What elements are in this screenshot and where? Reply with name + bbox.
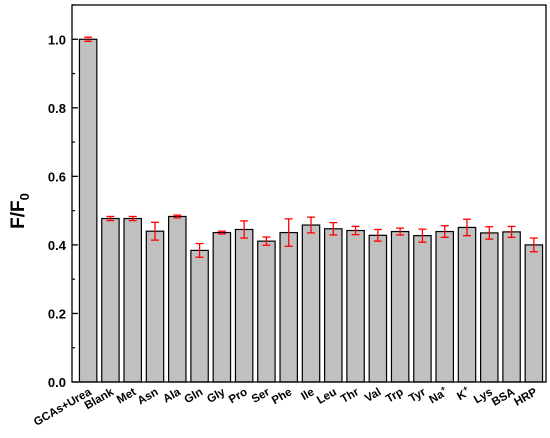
x-tick-label: Na+	[426, 383, 451, 406]
error-bar	[463, 218, 471, 237]
x-tick-label-text: Leu	[315, 386, 339, 407]
x-tick-label-text: Val	[363, 386, 383, 405]
axes-group	[71, 4, 547, 383]
y-tick-labels: 0.0 0.2 0.4 0.6 0.8 1.0	[48, 32, 67, 390]
y-tick-label: 0.2	[48, 306, 66, 321]
bar	[390, 230, 410, 383]
bar	[145, 230, 165, 383]
bar	[190, 249, 209, 383]
error-bar	[373, 228, 382, 242]
x-tick-label: HRP	[512, 386, 539, 409]
error-bar	[84, 36, 93, 42]
error-bars-group	[84, 36, 538, 258]
x-tick-label-text: Ser	[250, 386, 273, 406]
y-tick-label: 0.0	[48, 375, 66, 390]
y-tick-label: 1.0	[48, 32, 66, 47]
y-tick-label: 0.8	[48, 101, 66, 116]
x-tick-label: Gly	[205, 386, 228, 406]
x-tick-label: Thr	[339, 386, 361, 406]
x-tick-label-text: Thr	[339, 386, 361, 406]
x-tick-label-text: Tyr	[407, 386, 428, 405]
x-tick-label-text: Asn	[136, 386, 161, 407]
bar	[457, 226, 477, 383]
x-tick-label: Gln	[182, 386, 205, 406]
bar	[502, 231, 521, 383]
x-tick-label: Trp	[384, 386, 405, 405]
error-bar	[195, 242, 204, 258]
error-bar	[440, 225, 449, 239]
bar	[323, 228, 343, 383]
bar	[234, 228, 254, 383]
error-bar	[418, 228, 427, 243]
x-tick-label: Pro	[227, 386, 250, 406]
error-bar	[485, 226, 494, 240]
bar	[524, 244, 544, 383]
x-tick-label: Phe	[270, 386, 294, 407]
bar	[346, 229, 365, 383]
x-tick-label: Met	[115, 386, 138, 406]
x-tick-label-text: Ile	[299, 386, 316, 403]
error-bar	[307, 216, 315, 234]
x-tick-label: Leu	[315, 386, 339, 407]
error-bar	[151, 221, 159, 241]
error-bar	[396, 227, 405, 236]
x-tick-label-text: Lys	[472, 386, 495, 406]
error-bar	[529, 237, 538, 253]
bar	[257, 240, 276, 383]
y-tick-label: 0.6	[48, 169, 66, 184]
x-tick-label: Ser	[250, 386, 273, 406]
y-axis-title-subscript: 0	[17, 193, 32, 200]
x-tick-label: Lys	[472, 386, 495, 406]
x-tick-label: Asn	[136, 386, 161, 407]
x-tick-label-superscript: +	[461, 383, 470, 393]
y-axis-title-main: F/F	[8, 200, 29, 229]
error-bar	[262, 236, 271, 246]
x-tick-label-text: Gly	[205, 386, 228, 406]
bar	[413, 235, 432, 383]
x-tick-label: Val	[363, 386, 383, 405]
plot-frame	[71, 4, 547, 383]
x-tick-label-text: Met	[115, 386, 138, 406]
bar	[78, 38, 98, 383]
x-tick-label-text: Pro	[227, 386, 250, 406]
error-bar	[284, 218, 293, 247]
bar	[368, 234, 388, 383]
error-bar	[507, 225, 516, 239]
bars-group	[78, 38, 544, 383]
x-tick-label-text: Ala	[161, 386, 183, 406]
y-axis-title: F/F0	[8, 193, 32, 229]
x-tick-label: K+	[454, 383, 473, 403]
bar	[101, 217, 120, 383]
error-bar	[173, 214, 182, 219]
bar	[435, 230, 455, 383]
error-bar	[329, 221, 338, 236]
x-tick-label-text: Gln	[182, 386, 205, 406]
y-tick-label: 0.4	[48, 238, 67, 253]
error-bar	[351, 225, 360, 236]
bar	[479, 232, 499, 383]
x-tick-label-superscript: +	[439, 383, 448, 393]
bar	[167, 215, 187, 383]
x-tick-label-text: Trp	[384, 386, 405, 405]
error-bar	[106, 215, 115, 222]
x-tick-label: Ala	[161, 386, 183, 406]
error-bar	[240, 220, 249, 239]
error-bar	[128, 215, 137, 222]
bar	[279, 231, 299, 383]
x-tick-label-text: HRP	[512, 386, 539, 409]
bar	[212, 231, 232, 383]
x-tick-label: Ile	[299, 386, 316, 403]
bar	[123, 217, 143, 383]
bar	[301, 224, 321, 383]
error-bar	[217, 230, 226, 235]
x-tick-label-text: Phe	[270, 386, 294, 407]
x-tick-label: Tyr	[407, 386, 428, 405]
